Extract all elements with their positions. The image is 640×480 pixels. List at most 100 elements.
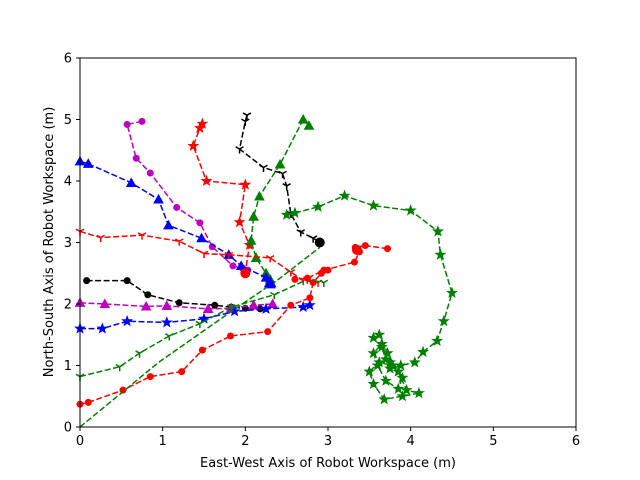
data-point — [404, 204, 417, 216]
data-point — [361, 242, 369, 250]
series-line — [79, 246, 321, 428]
x-tick-label: 1 — [159, 434, 167, 449]
y-tick-label: 2 — [64, 298, 72, 313]
data-point — [135, 350, 144, 358]
data-point — [138, 117, 146, 125]
series-line — [238, 114, 321, 243]
data-point — [363, 365, 376, 377]
data-point — [229, 262, 237, 270]
data-point — [384, 245, 392, 253]
data-point — [303, 274, 311, 282]
data-point — [226, 332, 234, 340]
endpoint-dot — [240, 268, 251, 279]
data-point — [338, 189, 351, 201]
data-point — [417, 345, 429, 358]
data-point — [198, 346, 206, 354]
data-point — [82, 158, 94, 168]
data-point — [175, 299, 183, 307]
data-point — [291, 275, 299, 283]
data-point — [248, 211, 259, 221]
y-tick-label: 1 — [64, 359, 72, 374]
plot-area — [80, 58, 576, 427]
data-point — [235, 260, 247, 270]
series-layer — [74, 112, 458, 428]
data-point — [431, 334, 444, 346]
endpoint-marker — [351, 244, 362, 255]
series-10 — [76, 266, 332, 408]
data-point — [242, 112, 252, 120]
data-point — [199, 250, 209, 259]
axis-layer: 0 1 2 3 4 5 6 0 1 2 3 4 5 6 — [64, 52, 580, 450]
data-point — [123, 277, 131, 285]
data-point — [144, 291, 152, 299]
data-point — [164, 333, 174, 341]
data-point — [264, 328, 272, 336]
endpoint-marker — [314, 237, 325, 248]
data-point — [269, 291, 279, 300]
data-point — [278, 170, 287, 179]
data-point — [96, 234, 105, 243]
data-point — [297, 300, 310, 313]
endpoint-triangle — [263, 275, 277, 288]
y-tick-label: 3 — [64, 236, 72, 251]
data-point — [260, 302, 272, 314]
endpoint-dot — [314, 237, 325, 248]
data-point — [267, 298, 278, 309]
data-point — [303, 298, 316, 311]
data-point — [173, 203, 181, 211]
data-point — [161, 300, 173, 310]
data-point — [280, 208, 293, 220]
data-point — [174, 238, 184, 246]
data-point — [306, 294, 314, 302]
data-point — [367, 199, 380, 211]
data-point — [132, 154, 140, 162]
x-tick-label: 6 — [572, 434, 580, 449]
endpoint-marker — [240, 268, 251, 279]
data-point — [312, 200, 325, 212]
data-point — [245, 235, 257, 245]
data-point — [115, 363, 124, 372]
series-line — [126, 120, 249, 271]
data-point — [187, 139, 200, 152]
data-point — [196, 117, 209, 129]
data-point — [320, 266, 328, 274]
x-tick-label: 3 — [324, 434, 332, 449]
series-line — [79, 230, 319, 284]
data-point — [84, 398, 92, 406]
series-14 — [280, 189, 458, 405]
series-12 — [79, 246, 321, 428]
data-point — [200, 174, 213, 187]
endpoint-dot — [351, 244, 362, 255]
data-point — [375, 337, 388, 350]
data-point — [381, 346, 394, 359]
series-11 — [75, 276, 329, 382]
data-point — [274, 158, 286, 169]
data-point — [308, 235, 318, 243]
data-point — [146, 169, 154, 177]
data-point — [125, 177, 137, 187]
data-point — [239, 178, 252, 190]
data-point — [233, 215, 246, 228]
x-tick-label: 4 — [407, 434, 415, 449]
data-point — [367, 346, 380, 359]
y-tick-label: 0 — [64, 421, 72, 436]
data-point — [235, 146, 244, 154]
data-point — [211, 301, 219, 309]
data-point — [96, 322, 109, 334]
data-point — [375, 340, 388, 353]
data-point — [140, 300, 152, 311]
data-point — [196, 219, 204, 227]
data-point — [119, 386, 127, 394]
data-point — [196, 232, 207, 243]
data-point — [437, 314, 450, 327]
y-tick-label: 5 — [64, 113, 72, 128]
data-point — [396, 371, 409, 383]
data-point — [248, 299, 259, 310]
data-point — [392, 365, 405, 377]
data-point — [392, 382, 405, 394]
series-line — [79, 160, 271, 285]
series-line — [79, 302, 273, 310]
data-point — [289, 206, 301, 219]
data-point — [254, 190, 265, 201]
data-point — [193, 121, 206, 134]
